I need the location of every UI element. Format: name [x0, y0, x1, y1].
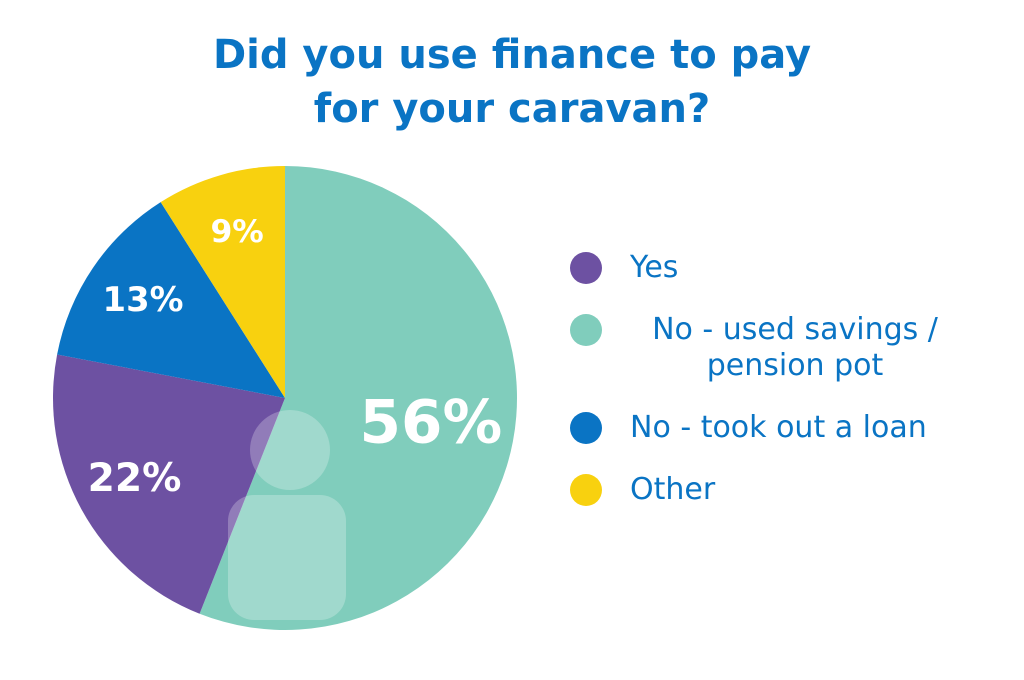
pie-slice [160, 166, 285, 398]
pie-slice [52, 354, 285, 614]
legend-label: No - used savings / pension pot [652, 312, 938, 383]
pie-slice [199, 166, 518, 630]
legend: Yes No - used savings / pension pot No - t… [570, 250, 990, 534]
legend-label: Yes [630, 250, 679, 285]
legend-item: No - used savings / pension pot [570, 312, 990, 384]
icon-van [228, 495, 346, 620]
icon-bag [250, 410, 330, 490]
legend-item: Yes [570, 250, 990, 286]
legend-swatch [570, 314, 602, 346]
data-label: 13% [103, 280, 184, 319]
legend-swatch [570, 474, 602, 506]
data-label: 56% [360, 388, 503, 457]
legend-swatch [570, 252, 602, 284]
legend-swatch [570, 412, 602, 444]
chart-title: Did you use finance to pay for your cara… [212, 32, 812, 132]
legend-item: No - took out a loan [570, 410, 990, 446]
data-label: 22% [88, 456, 182, 501]
legend-label: Other [630, 472, 716, 507]
legend-label: No - took out a loan [630, 410, 927, 445]
legend-item: Other [570, 472, 990, 508]
data-label: 9% [210, 214, 263, 250]
pie-slice [57, 202, 285, 398]
